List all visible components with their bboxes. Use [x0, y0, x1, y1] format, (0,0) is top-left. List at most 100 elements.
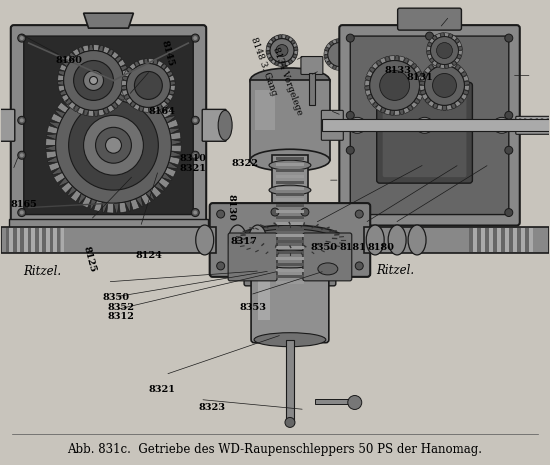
Text: 8312: 8312: [108, 312, 135, 321]
Bar: [31, 228, 35, 252]
Circle shape: [191, 209, 199, 217]
Circle shape: [69, 100, 158, 190]
Polygon shape: [442, 105, 447, 110]
Polygon shape: [78, 193, 86, 204]
Polygon shape: [51, 113, 63, 123]
Polygon shape: [150, 94, 159, 104]
Polygon shape: [115, 98, 123, 106]
Polygon shape: [98, 109, 105, 116]
Polygon shape: [420, 86, 425, 91]
Polygon shape: [285, 35, 289, 40]
Bar: [529, 228, 533, 252]
Polygon shape: [399, 56, 405, 62]
Text: 8134 Vorgelege: 8134 Vorgelege: [271, 46, 304, 116]
Circle shape: [505, 209, 513, 217]
Polygon shape: [60, 90, 67, 95]
Polygon shape: [271, 37, 276, 42]
Ellipse shape: [250, 149, 330, 171]
Polygon shape: [138, 59, 144, 65]
Polygon shape: [96, 80, 102, 90]
Polygon shape: [372, 62, 378, 69]
Text: Ritzel.: Ritzel.: [376, 264, 415, 277]
Circle shape: [276, 45, 288, 57]
Polygon shape: [381, 107, 386, 113]
Bar: [286, 339, 294, 425]
Polygon shape: [143, 107, 148, 113]
Bar: [276, 193, 304, 196]
Text: 8350: 8350: [102, 293, 129, 302]
Bar: [276, 210, 304, 213]
Polygon shape: [81, 196, 91, 208]
Bar: [527, 118, 529, 133]
Polygon shape: [416, 72, 422, 77]
Polygon shape: [130, 81, 137, 92]
Polygon shape: [288, 37, 293, 42]
Circle shape: [191, 116, 199, 124]
Bar: [521, 228, 525, 252]
Polygon shape: [129, 63, 136, 70]
Bar: [46, 228, 50, 252]
Polygon shape: [340, 39, 344, 43]
Polygon shape: [427, 46, 431, 51]
Polygon shape: [373, 51, 378, 54]
Polygon shape: [148, 59, 153, 64]
Bar: [276, 199, 304, 201]
Text: 8317: 8317: [230, 237, 257, 246]
Polygon shape: [111, 102, 118, 109]
Polygon shape: [373, 54, 378, 59]
Polygon shape: [353, 47, 358, 52]
Polygon shape: [348, 44, 353, 48]
Polygon shape: [293, 53, 297, 58]
Polygon shape: [414, 98, 420, 104]
Polygon shape: [161, 64, 167, 70]
Polygon shape: [146, 89, 157, 100]
Bar: [519, 118, 521, 133]
Bar: [364, 227, 549, 253]
Polygon shape: [134, 61, 140, 67]
Polygon shape: [429, 38, 434, 44]
Polygon shape: [463, 75, 469, 81]
Polygon shape: [350, 58, 355, 62]
Polygon shape: [141, 193, 151, 205]
Bar: [517, 228, 521, 252]
Text: Abb. 831c.  Getriebe des WD-Raupenschleppers 50 PS der Hanomag.: Abb. 831c. Getriebe des WD-Raupenschlepp…: [68, 443, 482, 456]
Circle shape: [301, 208, 309, 216]
Bar: [50, 228, 53, 252]
Polygon shape: [458, 46, 463, 51]
Polygon shape: [134, 104, 140, 110]
Text: 8180: 8180: [367, 243, 394, 252]
Polygon shape: [348, 60, 354, 66]
Bar: [276, 157, 304, 160]
Text: 8130: 8130: [227, 194, 235, 221]
Polygon shape: [352, 51, 356, 54]
Polygon shape: [332, 65, 337, 70]
Bar: [505, 228, 509, 252]
Ellipse shape: [416, 117, 433, 133]
Circle shape: [346, 34, 354, 42]
Polygon shape: [155, 97, 166, 108]
Polygon shape: [454, 64, 460, 71]
Polygon shape: [124, 71, 130, 77]
Polygon shape: [122, 86, 127, 90]
Bar: [276, 186, 304, 190]
Polygon shape: [162, 173, 172, 180]
Bar: [536, 118, 537, 133]
Polygon shape: [454, 39, 460, 44]
Circle shape: [301, 264, 309, 272]
Polygon shape: [94, 45, 99, 51]
Polygon shape: [358, 42, 362, 47]
Polygon shape: [458, 51, 463, 55]
Polygon shape: [70, 190, 81, 202]
Text: 8125: 8125: [81, 245, 97, 273]
Polygon shape: [414, 66, 421, 73]
Polygon shape: [58, 80, 64, 85]
Circle shape: [356, 46, 373, 64]
Polygon shape: [411, 101, 417, 108]
Polygon shape: [126, 98, 133, 105]
Polygon shape: [357, 62, 362, 67]
Polygon shape: [411, 63, 417, 69]
Circle shape: [84, 115, 144, 175]
Polygon shape: [351, 51, 356, 54]
Circle shape: [217, 262, 224, 270]
Text: 8164: 8164: [149, 107, 176, 116]
